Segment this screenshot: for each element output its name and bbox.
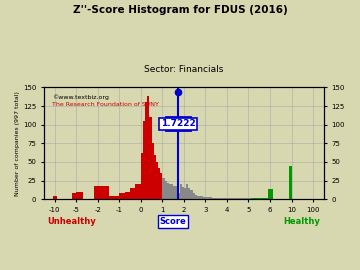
Bar <box>201 196 203 199</box>
Y-axis label: Number of companies (997 total): Number of companies (997 total) <box>15 91 20 196</box>
Bar <box>238 198 242 199</box>
Bar <box>246 198 251 199</box>
Bar <box>208 197 210 199</box>
Text: Healthy: Healthy <box>283 217 320 226</box>
Bar <box>251 198 255 199</box>
Bar <box>160 173 162 199</box>
Bar <box>162 178 165 199</box>
Bar <box>125 192 130 199</box>
Bar <box>108 195 119 199</box>
Bar <box>171 184 173 199</box>
Bar <box>173 186 175 199</box>
Text: Unhealthy: Unhealthy <box>48 217 96 226</box>
Bar <box>141 153 143 199</box>
Bar <box>76 192 84 199</box>
Bar <box>177 193 180 199</box>
Bar <box>72 193 76 199</box>
Bar <box>130 188 135 199</box>
Bar <box>268 189 273 199</box>
Bar <box>167 183 169 199</box>
Bar <box>175 186 177 199</box>
Bar <box>206 197 208 199</box>
Bar <box>255 198 259 199</box>
Bar <box>242 198 246 199</box>
Text: Score: Score <box>160 217 186 226</box>
Text: The Research Foundation of SUNY: The Research Foundation of SUNY <box>52 102 159 107</box>
Bar <box>195 195 197 199</box>
Text: ©www.textbiz.org: ©www.textbiz.org <box>52 94 109 100</box>
Bar <box>158 168 160 199</box>
Bar <box>165 181 167 199</box>
Bar <box>199 196 201 199</box>
Bar <box>169 184 171 199</box>
Bar <box>53 195 57 199</box>
Bar <box>156 162 158 199</box>
Bar <box>225 198 229 199</box>
Bar <box>212 198 216 199</box>
Bar <box>94 186 108 199</box>
Bar <box>233 198 238 199</box>
Bar <box>220 198 225 199</box>
Bar <box>154 154 156 199</box>
Text: 1.7222: 1.7222 <box>161 119 195 128</box>
Bar <box>188 188 190 199</box>
Bar <box>289 166 292 199</box>
Bar <box>264 198 268 199</box>
Bar <box>197 195 199 199</box>
Bar <box>147 96 149 199</box>
Bar <box>259 198 264 199</box>
Bar <box>143 121 145 199</box>
Text: Z''-Score Histogram for FDUS (2016): Z''-Score Histogram for FDUS (2016) <box>73 5 287 15</box>
Bar <box>182 187 184 199</box>
Bar <box>203 197 206 199</box>
Bar <box>190 190 193 199</box>
Bar <box>210 197 212 199</box>
Text: Sector: Financials: Sector: Financials <box>144 65 224 74</box>
Bar <box>149 117 152 199</box>
Bar <box>186 184 188 199</box>
Bar <box>135 184 141 199</box>
Bar <box>184 188 186 199</box>
Bar <box>145 102 147 199</box>
Bar <box>119 193 125 199</box>
Bar <box>229 198 233 199</box>
Bar <box>152 143 154 199</box>
Bar <box>180 184 182 199</box>
Bar <box>216 198 220 199</box>
Bar <box>193 193 195 199</box>
